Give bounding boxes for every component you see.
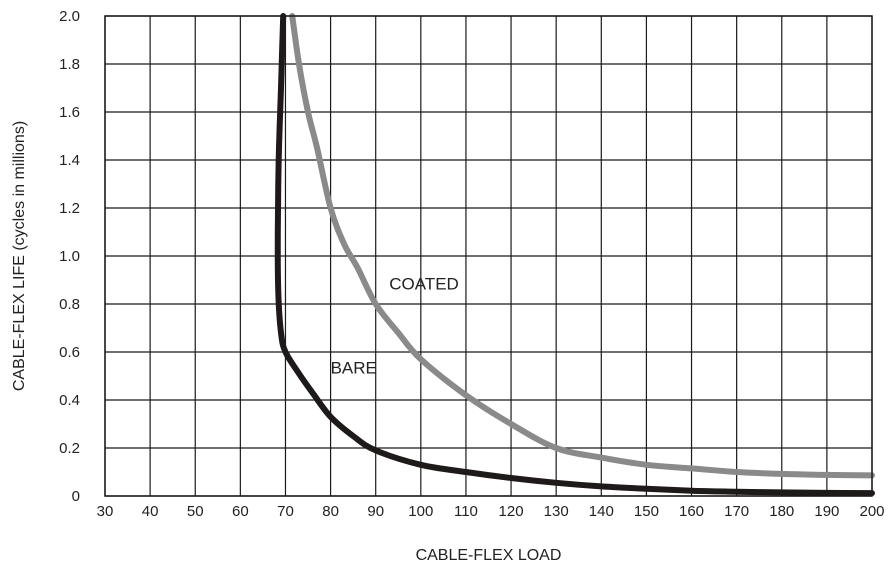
x-tick-label: 120 xyxy=(499,503,524,520)
x-tick-label: 170 xyxy=(724,503,749,520)
y-axis-title: CABLE-FLEX LIFE (cycles in millions) xyxy=(11,121,28,391)
x-tick-label: 70 xyxy=(277,503,294,520)
x-tick-label: 130 xyxy=(544,503,569,520)
y-tick-label: 1.8 xyxy=(59,56,80,73)
x-tick-label: 60 xyxy=(232,503,249,520)
x-tick-label: 40 xyxy=(142,503,159,520)
x-tick-label: 140 xyxy=(589,503,614,520)
x-tick-label: 200 xyxy=(859,503,884,520)
x-tick-label: 110 xyxy=(454,503,478,520)
x-tick-labels: 30 40 50 60 70 80 90 100 110 120 130 140 150 160 170 18… xyxy=(97,503,885,520)
y-tick-label: 0 xyxy=(72,488,80,505)
x-tick-label: 100 xyxy=(408,503,433,520)
y-tick-label: 2.0 xyxy=(59,8,80,25)
x-tick-label: 50 xyxy=(187,503,204,520)
x-tick-label: 160 xyxy=(679,503,704,520)
y-tick-label: 0.2 xyxy=(59,440,80,457)
series-label-bare: BARE xyxy=(331,359,377,378)
x-tick-label: 90 xyxy=(367,503,384,520)
y-tick-label: 1.2 xyxy=(59,200,80,217)
y-tick-label: 0.8 xyxy=(59,296,80,313)
y-tick-label: 1.6 xyxy=(59,104,80,121)
y-tick-label: 1.4 xyxy=(59,152,80,169)
grid xyxy=(104,15,873,497)
y-tick-labels: 0 0.2 0.4 0.6 0.8 1.0 1.2 1.4 1.6 1.8 2.0 xyxy=(59,8,80,505)
x-tick-label: 190 xyxy=(814,503,839,520)
y-tick-label: 1.0 xyxy=(59,248,80,265)
series-labels: COATED BARE xyxy=(331,275,459,378)
x-axis-title: CABLE-FLEX LOAD xyxy=(416,547,562,564)
x-tick-label: 80 xyxy=(322,503,339,520)
x-tick-label: 180 xyxy=(769,503,794,520)
series-lines xyxy=(274,13,875,497)
series-line-coated xyxy=(289,13,875,479)
series-label-coated: COATED xyxy=(389,275,459,294)
y-tick-label: 0.4 xyxy=(59,392,80,409)
series-line-bare xyxy=(274,13,875,497)
x-tick-label: 150 xyxy=(634,503,659,520)
plot-frame xyxy=(104,15,873,497)
x-tick-label: 30 xyxy=(97,503,114,520)
y-tick-label: 0.6 xyxy=(59,344,80,361)
